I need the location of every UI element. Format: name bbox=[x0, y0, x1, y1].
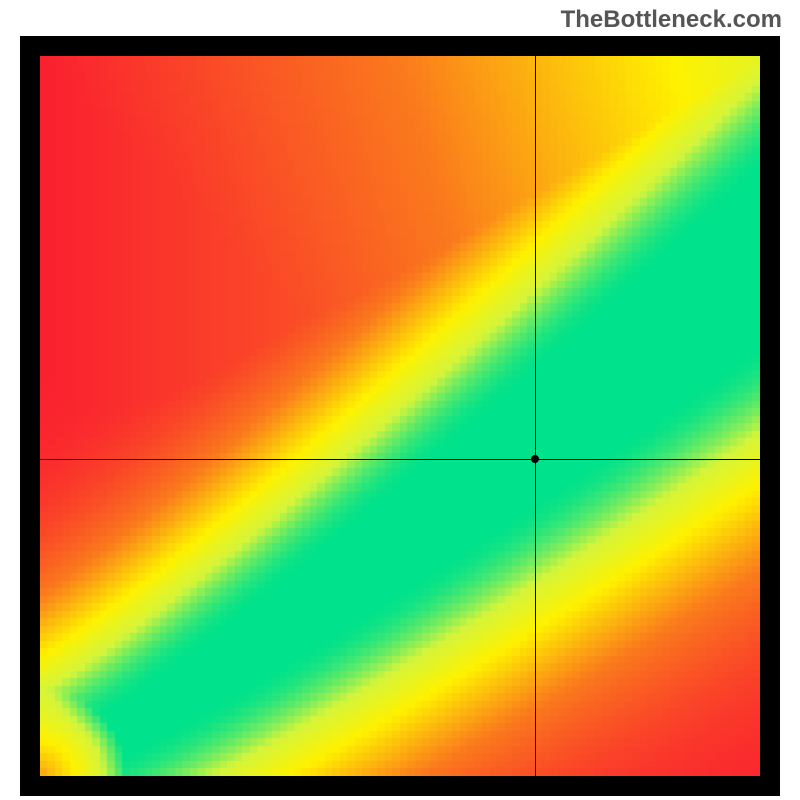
crosshair-horizontal bbox=[40, 459, 760, 460]
chart-frame bbox=[20, 36, 780, 796]
heatmap-canvas bbox=[40, 56, 760, 776]
watermark-text: TheBottleneck.com bbox=[561, 6, 782, 34]
crosshair-vertical bbox=[535, 56, 536, 776]
page-root: TheBottleneck.com bbox=[0, 0, 800, 800]
crosshair-marker-dot bbox=[531, 455, 539, 463]
